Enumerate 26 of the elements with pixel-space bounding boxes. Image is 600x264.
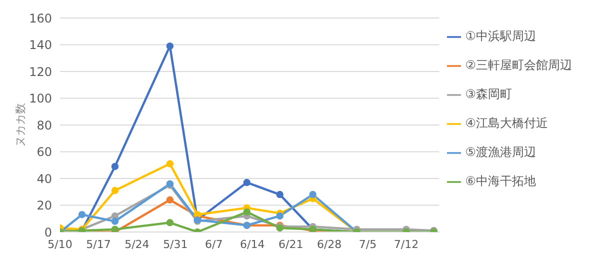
y-tick-label: 120 <box>29 64 52 79</box>
x-tick-label: 7/12 <box>394 238 419 251</box>
x-tick-label: 6/7 <box>205 238 223 251</box>
x-tick-label: 5/24 <box>124 238 150 251</box>
y-tick-label: 20 <box>36 198 52 213</box>
legend-label: ③森岡町 <box>465 87 512 101</box>
legend-label: ⑤渡漁港周辺 <box>465 145 536 159</box>
y-axis-title: ヌカカ数 <box>14 103 27 147</box>
x-tick-label: 5/31 <box>163 238 188 251</box>
y-tick-label: 0 <box>44 225 52 240</box>
x-tick-label: 5/10 <box>48 238 72 251</box>
y-tick-label: 100 <box>29 92 52 106</box>
legend-label: ①中浜駅周辺 <box>465 29 536 43</box>
legend-label: ⑥中海干拓地 <box>465 174 536 188</box>
y-tick-label: 160 <box>29 11 52 26</box>
x-tick-label: 5/17 <box>86 238 111 251</box>
y-tick-label: 80 <box>36 118 52 132</box>
y-tick-label: 40 <box>36 172 52 186</box>
x-tick-label: 6/14 <box>240 238 265 251</box>
x-tick-label: 6/28 <box>316 238 342 251</box>
y-tick-label: 60 <box>36 145 52 160</box>
legend-label: ④江島大橋付近 <box>465 116 548 130</box>
y-tick-label: 140 <box>29 38 52 52</box>
x-tick-label: 7/5 <box>358 238 377 251</box>
legend-label: ②三軒屋町会館周辺 <box>465 58 572 72</box>
x-tick-label: 6/21 <box>278 238 304 251</box>
